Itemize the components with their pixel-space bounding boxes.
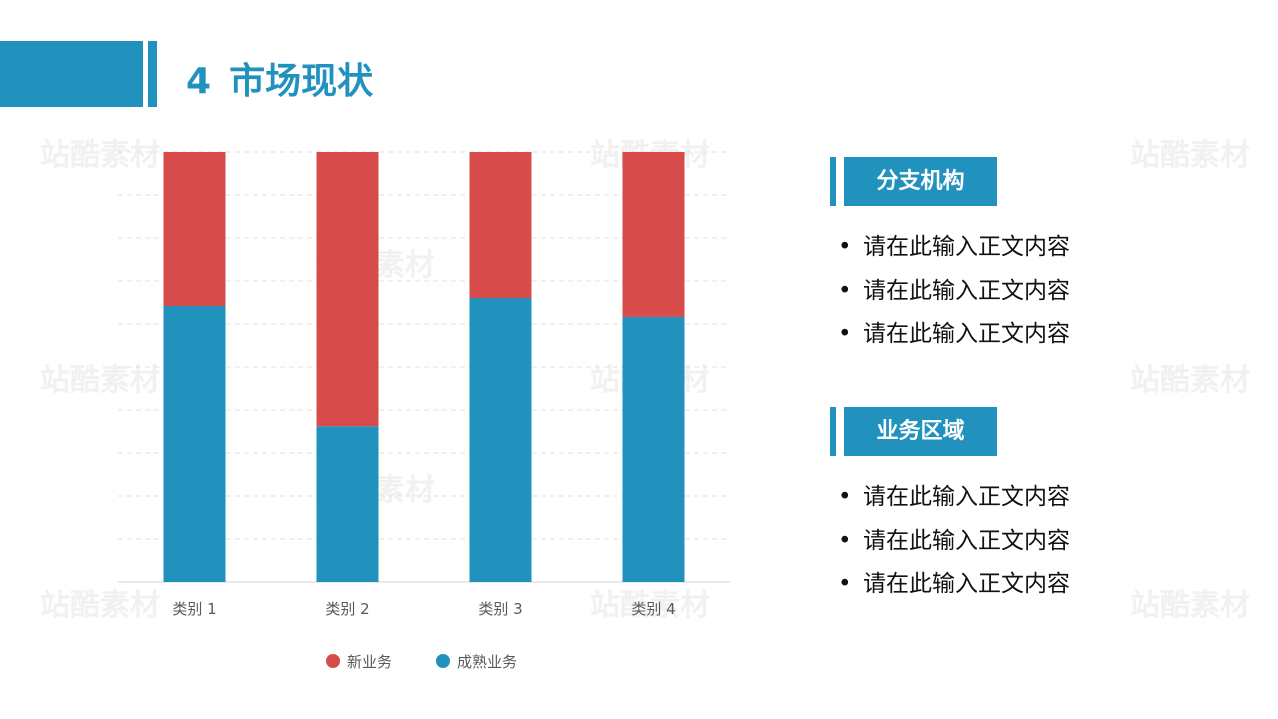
section-heading: 分支机构 — [844, 157, 997, 206]
bullet-item: • 请在此输入正文内容 — [838, 227, 1070, 261]
header-accent-bar — [148, 41, 157, 107]
bullet-item: • 请在此输入正文内容 — [838, 564, 1070, 598]
watermark: 站酷素材 — [40, 588, 160, 623]
page-title: 4 市场现状 — [186, 52, 391, 104]
bar-mature-business — [163, 306, 226, 582]
bullet-icon: • — [838, 277, 852, 304]
watermark: 站酷素材 — [1130, 363, 1250, 398]
bar-mature-business — [316, 426, 379, 582]
bullet-icon: • — [838, 571, 852, 597]
bar-new-business — [316, 152, 379, 427]
category-label: 类别 3 — [478, 600, 522, 618]
section-number: 4 — [186, 61, 212, 102]
bullet-icon: • — [838, 234, 852, 260]
bullet-icon: • — [838, 527, 852, 554]
bullet-text: 请在此输入正文内容 — [863, 484, 1070, 510]
watermark: 站酷素材 — [590, 588, 710, 623]
bar-new-business — [469, 152, 532, 299]
legend-label: 成熟业务 — [457, 653, 517, 671]
section-accent-bar — [830, 157, 836, 206]
bullet-text: 请在此输入正文内容 — [863, 234, 1070, 260]
bullet-item: • 请在此输入正文内容 — [838, 271, 1070, 305]
section-heading: 业务区域 — [844, 407, 997, 456]
bar-mature-business — [469, 298, 532, 582]
legend-label: 新业务 — [347, 653, 392, 671]
bullet-text: 请在此输入正文内容 — [863, 321, 1070, 347]
watermark: 站酷素材 — [40, 138, 160, 173]
bullet-item: • 请在此输入正文内容 — [838, 521, 1070, 555]
legend-marker — [436, 654, 450, 668]
watermark: 站酷素材 — [1130, 588, 1250, 623]
bullet-icon: • — [838, 484, 852, 510]
bullet-item: • 请在此输入正文内容 — [838, 314, 1070, 348]
bar-mature-business — [622, 316, 685, 582]
bullet-text: 请在此输入正文内容 — [863, 277, 1070, 304]
section-accent-bar — [830, 407, 836, 456]
category-label: 类别 1 — [172, 600, 216, 618]
bar-new-business — [622, 152, 685, 317]
stacked-bar-chart: 类别 1 类别 2 类别 3 类别 4 新业务 成熟业务 — [118, 151, 730, 671]
title-text: 市场现状 — [229, 61, 374, 102]
bullet-icon: • — [838, 321, 852, 347]
legend-marker — [326, 654, 340, 668]
watermark: 站酷素材 — [1130, 138, 1250, 173]
bar-new-business — [163, 152, 226, 307]
bullet-text: 请在此输入正文内容 — [863, 527, 1070, 554]
header-accent-block — [0, 41, 143, 107]
bullet-item: • 请在此输入正文内容 — [838, 477, 1070, 511]
category-label: 类别 4 — [631, 600, 675, 618]
watermark: 站酷素材 — [40, 363, 160, 398]
bullet-text: 请在此输入正文内容 — [863, 571, 1070, 597]
category-label: 类别 2 — [325, 600, 369, 618]
